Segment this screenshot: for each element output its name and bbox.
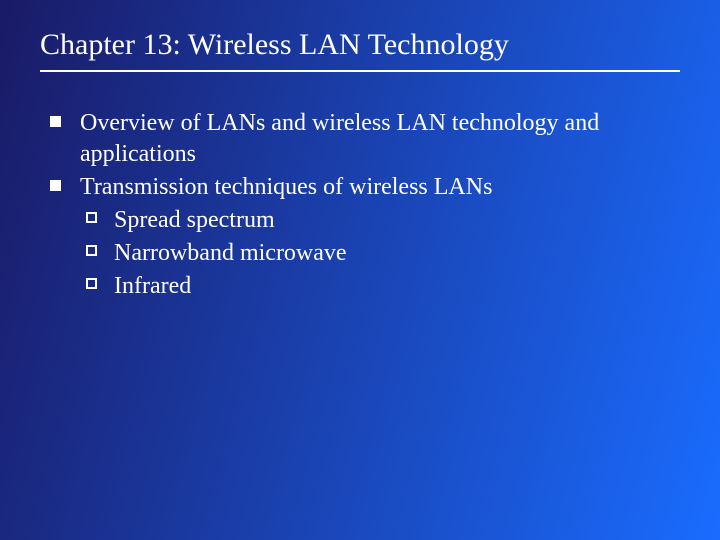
list-item-text: Transmission techniques of wireless LANs [80, 174, 492, 200]
title-underline [40, 70, 680, 72]
hollow-square-bullet-icon [86, 212, 97, 223]
list-item-text: Overview of LANs and wireless LAN techno… [80, 110, 599, 167]
sub-list-item-text: Spread spectrum [114, 207, 275, 233]
list-item: Transmission techniques of wireless LANs… [46, 172, 680, 302]
hollow-square-bullet-icon [86, 278, 97, 289]
sub-list-item: Narrowband microwave [80, 238, 680, 269]
square-bullet-icon [50, 116, 61, 127]
sub-bullet-list: Spread spectrum Narrowband microwave Inf… [80, 205, 680, 302]
sub-list-item: Spread spectrum [80, 205, 680, 236]
bullet-list: Overview of LANs and wireless LAN techno… [46, 108, 680, 302]
slide: Chapter 13: Wireless LAN Technology Over… [0, 0, 720, 540]
hollow-square-bullet-icon [86, 245, 97, 256]
sub-list-item-text: Infrared [114, 273, 191, 299]
slide-content: Overview of LANs and wireless LAN techno… [40, 108, 680, 302]
sub-list-item: Infrared [80, 271, 680, 302]
square-bullet-icon [50, 180, 61, 191]
list-item: Overview of LANs and wireless LAN techno… [46, 108, 680, 170]
sub-list-item-text: Narrowband microwave [114, 240, 347, 266]
slide-title: Chapter 13: Wireless LAN Technology [40, 28, 680, 62]
